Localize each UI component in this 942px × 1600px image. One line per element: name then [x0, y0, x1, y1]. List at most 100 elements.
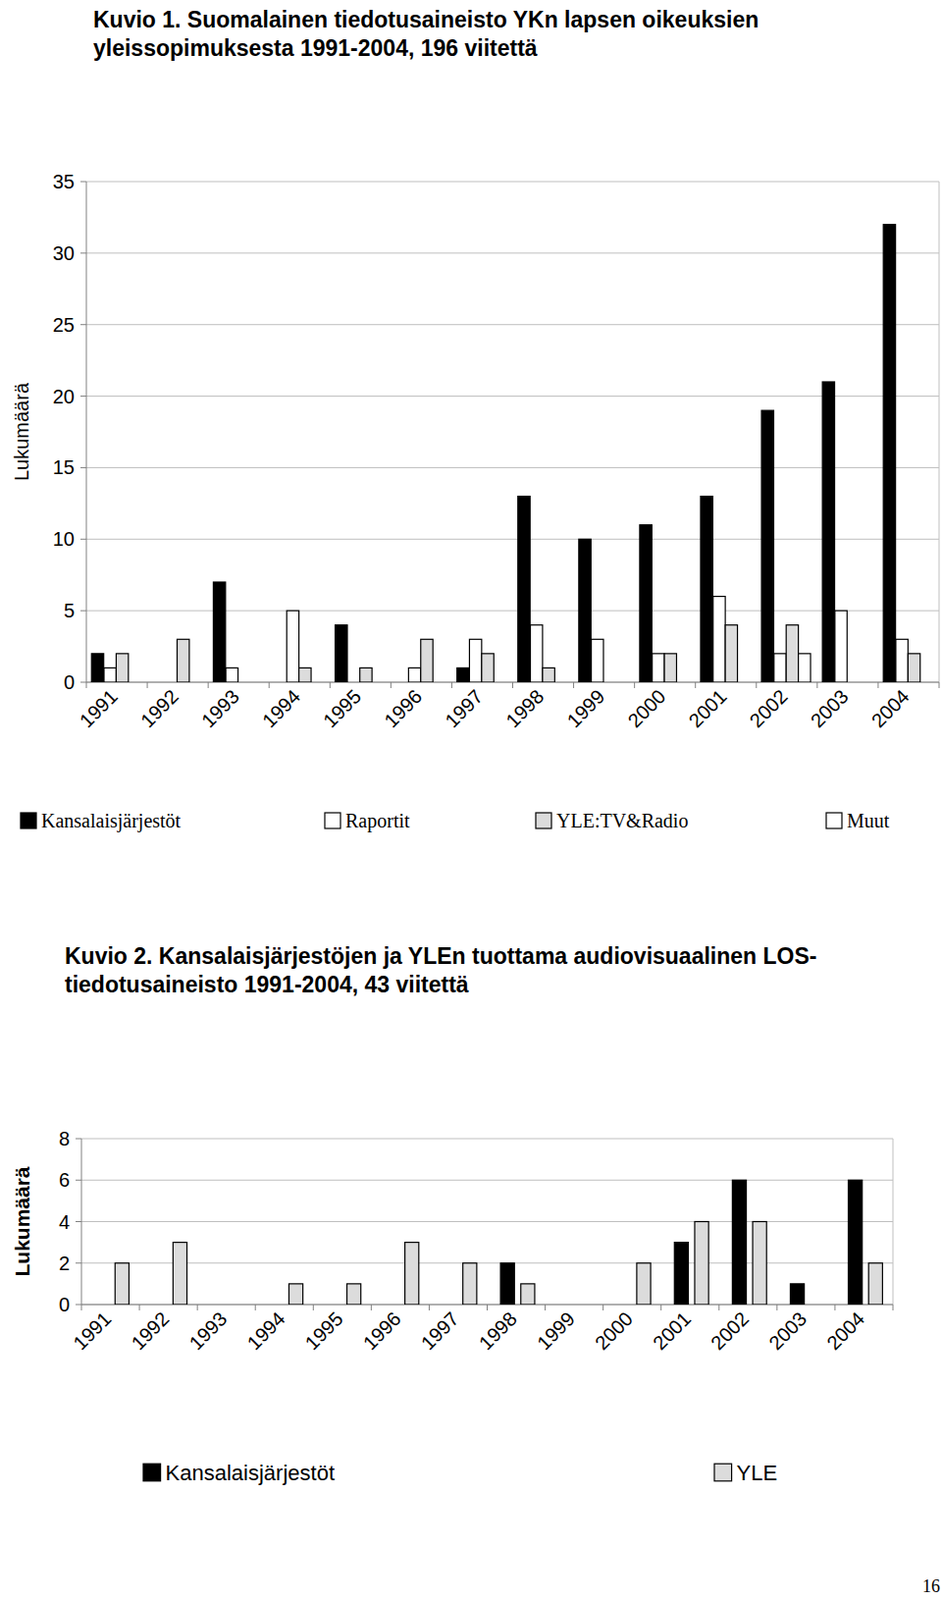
x-tick-mark — [139, 1304, 141, 1310]
legend-swatch — [826, 812, 842, 829]
x-tick-label: 1999 — [562, 684, 609, 732]
x-tick-label: 2001 — [648, 1307, 695, 1354]
bar — [408, 667, 420, 682]
x-tick-label: 2001 — [684, 684, 732, 732]
legend-label: YLE — [736, 1460, 779, 1485]
y-tick-label: 25 — [52, 314, 75, 336]
bar — [311, 680, 323, 682]
bar — [225, 667, 238, 682]
x-tick-mark — [370, 1304, 372, 1310]
bar — [176, 638, 189, 682]
bar — [335, 625, 348, 682]
y-axis-label: Lukumäärä — [10, 381, 33, 481]
tick-mark — [75, 1138, 82, 1140]
bar — [268, 1303, 283, 1305]
plot-frame — [892, 1138, 894, 1305]
bar — [868, 1262, 883, 1305]
bar — [591, 638, 604, 682]
grid-line — [81, 1179, 893, 1181]
x-tick-label: 1991 — [68, 1307, 115, 1354]
bar — [713, 596, 726, 682]
bar — [442, 1303, 457, 1305]
y-axis — [86, 181, 88, 682]
bar — [521, 1283, 535, 1305]
x-tick-label: 1997 — [417, 1307, 464, 1354]
y-tick-label: 30 — [52, 242, 75, 264]
x-tick-mark — [329, 681, 331, 688]
bar — [115, 653, 128, 682]
bar — [542, 667, 555, 682]
bar — [326, 1303, 341, 1305]
bar — [210, 1303, 225, 1305]
bar — [636, 1262, 651, 1305]
y-tick-label: 20 — [52, 385, 75, 408]
page: 05101520253035Lukumäärä19911992199319941… — [0, 0, 942, 1600]
bar — [273, 680, 286, 682]
x-tick-mark — [602, 1304, 604, 1310]
y-axis — [81, 1138, 83, 1305]
bar — [603, 680, 616, 682]
bar — [700, 496, 713, 682]
bar — [674, 1242, 688, 1305]
x-tick-label: 2004 — [867, 684, 914, 732]
bar — [694, 1221, 709, 1306]
bar — [238, 680, 251, 682]
page-number: 16 — [922, 1575, 941, 1596]
bar — [153, 1303, 167, 1305]
plot-frame — [939, 181, 941, 682]
tick-mark — [75, 1179, 82, 1181]
x-tick-mark — [428, 1304, 430, 1310]
bar — [104, 667, 116, 682]
bars — [114, 1179, 883, 1305]
tick-mark — [75, 1220, 82, 1222]
x-tick-label: 1999 — [532, 1307, 579, 1354]
x-tick-mark — [512, 681, 514, 688]
bar — [774, 653, 786, 682]
bar — [299, 667, 312, 682]
y-tick-label: 5 — [63, 599, 75, 622]
tick-mark — [80, 252, 87, 254]
chart-title: Kuvio 2. Kansalaisjärjestöjen ja YLEn tu… — [64, 942, 840, 999]
x-tick-label: 1994 — [258, 684, 305, 732]
bar — [848, 1179, 863, 1305]
grid-line — [86, 467, 940, 469]
bar — [859, 680, 872, 682]
x-tick-label: 2003 — [764, 1307, 811, 1354]
grid-line — [81, 1261, 893, 1263]
legend-label: Raportit — [345, 809, 411, 833]
bar — [652, 653, 665, 682]
x-tick-mark — [86, 681, 88, 688]
y-axis-label: Lukumäärä — [10, 1165, 34, 1276]
bar — [396, 680, 409, 682]
grid-line — [81, 1138, 893, 1140]
x-tick-mark — [939, 681, 941, 688]
legend-label: Kansalaisjärjestöt — [165, 1460, 335, 1485]
bar — [250, 680, 262, 682]
y-tick-label: 0 — [58, 1293, 70, 1315]
bar — [347, 1283, 362, 1305]
tick-mark — [80, 610, 87, 612]
bar — [615, 680, 628, 682]
bar — [789, 1283, 804, 1305]
bar — [371, 680, 384, 682]
bar — [554, 680, 567, 682]
x-tick-label: 1992 — [136, 684, 183, 732]
x-tick-mark — [755, 681, 757, 688]
bar — [846, 680, 859, 682]
bar — [518, 496, 530, 682]
y-tick-label: 8 — [58, 1127, 70, 1150]
grid-line — [86, 252, 940, 254]
bar — [288, 1283, 303, 1305]
bar — [405, 1242, 419, 1305]
x-tick-label: 1993 — [184, 1307, 231, 1354]
x-tick-mark — [268, 681, 270, 688]
x-tick-mark — [390, 681, 392, 688]
bar — [883, 224, 895, 682]
bar — [469, 638, 481, 682]
bar — [189, 680, 202, 682]
bar — [616, 1303, 630, 1305]
y-tick-label: 2 — [58, 1252, 70, 1274]
tick-mark — [80, 467, 87, 469]
bar — [384, 1303, 399, 1305]
x-tick-label: 1997 — [440, 684, 487, 732]
